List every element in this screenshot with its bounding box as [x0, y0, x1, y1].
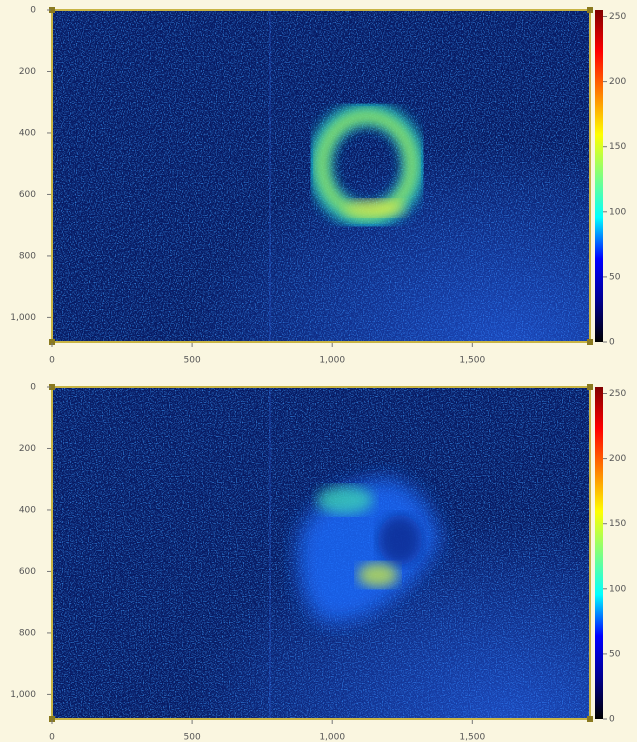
y-tick-label: 800 [19, 628, 36, 638]
colorbar-tick-label: 0 [609, 715, 615, 725]
x-tick-label: 0 [49, 733, 55, 742]
y-tick-label: 400 [19, 505, 36, 515]
colorbar-tick-label: 0 [609, 338, 615, 348]
y-tick-label: 200 [19, 444, 36, 454]
y-tick-label: 600 [19, 190, 36, 200]
y-tick-label: 0 [30, 383, 36, 393]
colorbar-tick-label: 200 [609, 77, 626, 87]
frame-handle [587, 716, 593, 722]
frame-handle [587, 7, 593, 13]
x-tick-label: 0 [49, 356, 55, 366]
x-tick-label: 1,000 [319, 733, 345, 742]
screen: 05001,0001,50002004006008001,00005010015… [0, 0, 637, 742]
image-1 [52, 10, 590, 342]
image-2 [52, 387, 590, 719]
colorbar [595, 10, 603, 342]
colorbar-tick-label: 250 [609, 12, 626, 22]
colorbar-tick-label: 150 [609, 519, 626, 529]
y-tick-label: 1,000 [10, 313, 36, 323]
x-tick-label: 1,000 [319, 356, 345, 366]
x-tick-label: 500 [184, 733, 201, 742]
y-tick-label: 1,000 [10, 690, 36, 700]
y-tick-label: 800 [19, 251, 36, 261]
y-tick-label: 200 [19, 67, 36, 77]
x-tick-label: 1,500 [459, 733, 485, 742]
colorbar-tick-label: 50 [609, 649, 621, 659]
colorbar-tick-label: 200 [609, 454, 626, 464]
frame-handle [587, 339, 593, 345]
y-tick-label: 400 [19, 128, 36, 138]
colorbar-tick-label: 100 [609, 584, 626, 594]
colorbar-tick-label: 50 [609, 272, 621, 282]
y-tick-label: 0 [30, 6, 36, 16]
x-tick-label: 1,500 [459, 356, 485, 366]
frame-handle [587, 384, 593, 390]
colorbar-tick-label: 100 [609, 207, 626, 217]
colorbar-tick-label: 150 [609, 142, 626, 152]
y-tick-label: 600 [19, 567, 36, 577]
colorbar [595, 387, 603, 719]
colorbar-tick-label: 250 [609, 389, 626, 399]
x-tick-label: 500 [184, 356, 201, 366]
